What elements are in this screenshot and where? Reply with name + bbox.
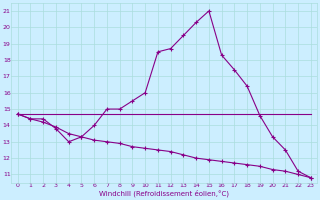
X-axis label: Windchill (Refroidissement éolien,°C): Windchill (Refroidissement éolien,°C) [99, 190, 229, 197]
